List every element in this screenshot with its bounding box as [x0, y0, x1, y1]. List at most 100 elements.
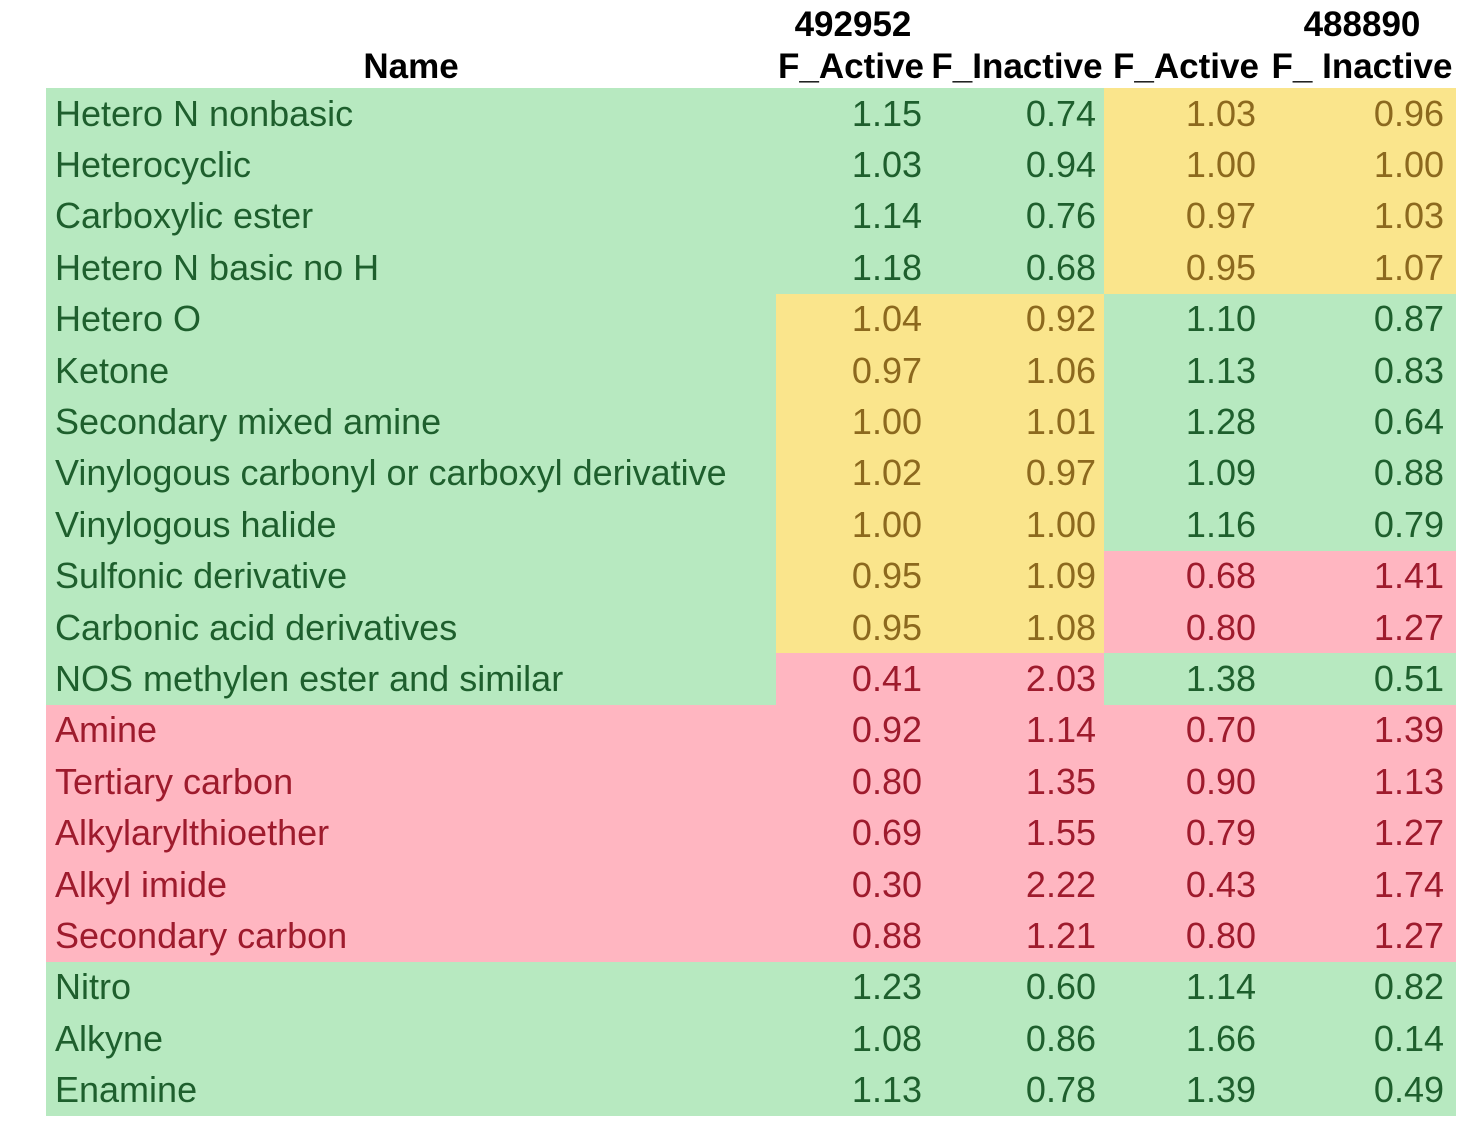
f-inactive-1-column-header[interactable]: F_Inactive — [931, 47, 1103, 86]
value-cell[interactable]: 0.86 — [930, 1013, 1104, 1065]
value-cell[interactable]: 0.80 — [1104, 601, 1268, 654]
value-cell[interactable]: 0.95 — [776, 550, 930, 602]
row-name-cell[interactable]: Vinylogous halide — [46, 499, 776, 551]
value-cell[interactable]: 0.88 — [776, 910, 930, 962]
value-cell[interactable]: 1.15 — [776, 88, 930, 140]
value-cell[interactable]: 0.80 — [1104, 910, 1268, 962]
value-cell[interactable]: 0.30 — [776, 858, 930, 911]
row-name-cell[interactable]: Alkylarylthioether — [46, 807, 776, 859]
dataset2-id-header[interactable]: 488890 — [1303, 5, 1421, 44]
row-name-cell[interactable]: Alkyl imide — [46, 858, 776, 911]
row-name-cell[interactable]: Heterocyclic — [46, 139, 776, 191]
value-cell[interactable]: 0.74 — [930, 88, 1104, 140]
value-cell[interactable]: 1.09 — [930, 550, 1104, 602]
value-cell[interactable]: 1.39 — [1104, 1064, 1268, 1116]
value-cell[interactable]: 1.35 — [930, 756, 1104, 808]
value-cell[interactable]: 1.13 — [1104, 344, 1268, 397]
row-name-cell[interactable]: Hetero N basic no H — [46, 242, 776, 294]
value-cell[interactable]: 0.83 — [1268, 344, 1456, 397]
row-name-cell[interactable]: Vinylogous carbonyl or carboxyl derivati… — [46, 447, 776, 500]
value-cell[interactable]: 0.96 — [1268, 88, 1456, 140]
value-cell[interactable]: 1.66 — [1104, 1013, 1268, 1065]
f-active-2-column-header[interactable]: F_Active — [1113, 47, 1259, 86]
value-cell[interactable]: 1.03 — [1268, 190, 1456, 243]
value-cell[interactable]: 0.97 — [776, 344, 930, 397]
value-cell[interactable]: 1.27 — [1268, 807, 1456, 859]
value-cell[interactable]: 1.55 — [930, 807, 1104, 859]
value-cell[interactable]: 1.01 — [930, 396, 1104, 448]
value-cell[interactable]: 0.97 — [930, 447, 1104, 500]
value-cell[interactable]: 1.03 — [776, 139, 930, 191]
value-cell[interactable]: 1.00 — [930, 499, 1104, 551]
f-inactive-2-column-header[interactable]: F_ Inactive — [1271, 47, 1453, 86]
value-cell[interactable]: 1.14 — [930, 704, 1104, 757]
row-name-cell[interactable]: Nitro — [46, 961, 776, 1014]
row-name-cell[interactable]: Hetero O — [46, 293, 776, 345]
value-cell[interactable]: 1.09 — [1104, 447, 1268, 500]
value-cell[interactable]: 0.80 — [776, 756, 930, 808]
value-cell[interactable]: 0.92 — [776, 704, 930, 757]
value-cell[interactable]: 0.87 — [1268, 293, 1456, 345]
row-name-cell[interactable]: Alkyne — [46, 1013, 776, 1065]
value-cell[interactable]: 0.82 — [1268, 961, 1456, 1014]
value-cell[interactable]: 0.94 — [930, 139, 1104, 191]
value-cell[interactable]: 1.00 — [776, 396, 930, 448]
value-cell[interactable]: 1.27 — [1268, 601, 1456, 654]
value-cell[interactable]: 1.13 — [1268, 756, 1456, 808]
value-cell[interactable]: 0.14 — [1268, 1013, 1456, 1065]
value-cell[interactable]: 0.69 — [776, 807, 930, 859]
row-name-cell[interactable]: Carboxylic ester — [46, 190, 776, 243]
value-cell[interactable]: 0.68 — [1104, 550, 1268, 602]
value-cell[interactable]: 1.10 — [1104, 293, 1268, 345]
value-cell[interactable]: 1.41 — [1268, 550, 1456, 602]
value-cell[interactable]: 1.00 — [776, 499, 930, 551]
row-name-cell[interactable]: NOS methylen ester and similar — [46, 653, 776, 705]
dataset1-id-header[interactable]: 492952 — [794, 5, 912, 44]
value-cell[interactable]: 0.41 — [776, 653, 930, 705]
value-cell[interactable]: 1.27 — [1268, 910, 1456, 962]
value-cell[interactable]: 1.07 — [1268, 242, 1456, 294]
value-cell[interactable]: 1.39 — [1268, 704, 1456, 757]
row-name-cell[interactable]: Enamine — [46, 1064, 776, 1116]
value-cell[interactable]: 0.78 — [930, 1064, 1104, 1116]
value-cell[interactable]: 1.04 — [776, 293, 930, 345]
value-cell[interactable]: 1.03 — [1104, 88, 1268, 140]
value-cell[interactable]: 0.68 — [930, 242, 1104, 294]
value-cell[interactable]: 1.23 — [776, 961, 930, 1014]
value-cell[interactable]: 1.00 — [1268, 139, 1456, 191]
value-cell[interactable]: 0.95 — [1104, 242, 1268, 294]
value-cell[interactable]: 1.74 — [1268, 858, 1456, 911]
value-cell[interactable]: 1.08 — [776, 1013, 930, 1065]
row-name-cell[interactable]: Sulfonic derivative — [46, 550, 776, 602]
value-cell[interactable]: 1.02 — [776, 447, 930, 500]
value-cell[interactable]: 2.22 — [930, 858, 1104, 911]
value-cell[interactable]: 1.14 — [1104, 961, 1268, 1014]
value-cell[interactable]: 0.88 — [1268, 447, 1456, 500]
value-cell[interactable]: 0.60 — [930, 961, 1104, 1014]
value-cell[interactable]: 1.14 — [776, 190, 930, 243]
value-cell[interactable]: 0.79 — [1104, 807, 1268, 859]
value-cell[interactable]: 1.13 — [776, 1064, 930, 1116]
f-active-1-column-header[interactable]: F_Active — [778, 47, 924, 86]
value-cell[interactable]: 0.90 — [1104, 756, 1268, 808]
value-cell[interactable]: 0.95 — [776, 601, 930, 654]
value-cell[interactable]: 0.97 — [1104, 190, 1268, 243]
value-cell[interactable]: 0.49 — [1268, 1064, 1456, 1116]
value-cell[interactable]: 0.51 — [1268, 653, 1456, 705]
row-name-cell[interactable]: Secondary carbon — [46, 910, 776, 962]
value-cell[interactable]: 1.21 — [930, 910, 1104, 962]
value-cell[interactable]: 1.18 — [776, 242, 930, 294]
value-cell[interactable]: 1.28 — [1104, 396, 1268, 448]
row-name-cell[interactable]: Amine — [46, 704, 776, 757]
value-cell[interactable]: 0.92 — [930, 293, 1104, 345]
value-cell[interactable]: 1.06 — [930, 344, 1104, 397]
row-name-cell[interactable]: Carbonic acid derivatives — [46, 601, 776, 654]
value-cell[interactable]: 1.08 — [930, 601, 1104, 654]
value-cell[interactable]: 2.03 — [930, 653, 1104, 705]
row-name-cell[interactable]: Ketone — [46, 344, 776, 397]
value-cell[interactable]: 0.43 — [1104, 858, 1268, 911]
value-cell[interactable]: 1.38 — [1104, 653, 1268, 705]
value-cell[interactable]: 0.79 — [1268, 499, 1456, 551]
row-name-cell[interactable]: Tertiary carbon — [46, 756, 776, 808]
value-cell[interactable]: 0.76 — [930, 190, 1104, 243]
